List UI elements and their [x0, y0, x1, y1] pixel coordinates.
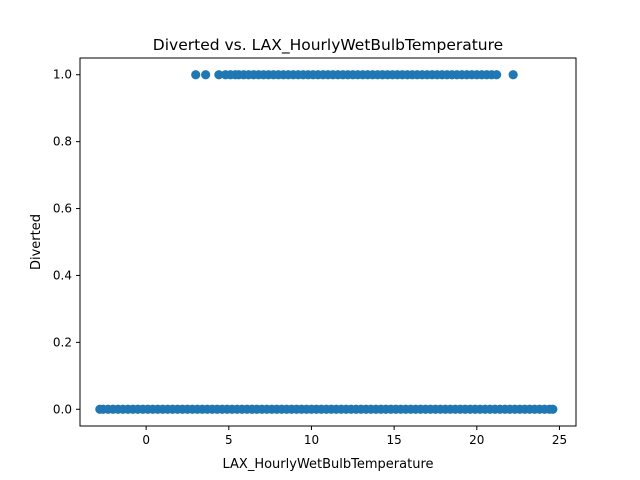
points-layer: [95, 70, 558, 414]
x-axis-ticks: 0 5 10 15 20 25: [142, 426, 567, 447]
y-tick-label: 0.4: [53, 268, 72, 282]
x-tick-label: 25: [552, 433, 567, 447]
y-tick-label: 0.8: [53, 135, 72, 149]
x-tick-label: 15: [386, 433, 401, 447]
y-tick-label: 1.0: [53, 68, 72, 82]
data-point: [508, 70, 518, 80]
data-point: [548, 404, 558, 414]
x-tick-label: 10: [304, 433, 319, 447]
y-tick-label: 0.2: [53, 335, 72, 349]
y-axis-label: Diverted: [29, 214, 44, 270]
plot-frame: [79, 57, 577, 427]
y-tick-label: 0.0: [53, 402, 72, 416]
x-tick-label: 5: [225, 433, 233, 447]
y-tick-label: 0.6: [53, 202, 72, 216]
data-point: [214, 70, 224, 80]
x-tick-label: 20: [469, 433, 484, 447]
x-axis-label: LAX_HourlyWetBulbTemperature: [222, 457, 433, 472]
y-axis-ticks: 0.0 0.2 0.4 0.6 0.8 1.0: [53, 68, 80, 416]
x-tick-label: 0: [142, 433, 150, 447]
data-point: [492, 70, 502, 80]
chart-title: Diverted vs. LAX_HourlyWetBulbTemperatur…: [153, 36, 503, 55]
data-point: [201, 70, 211, 80]
data-point: [191, 70, 201, 80]
